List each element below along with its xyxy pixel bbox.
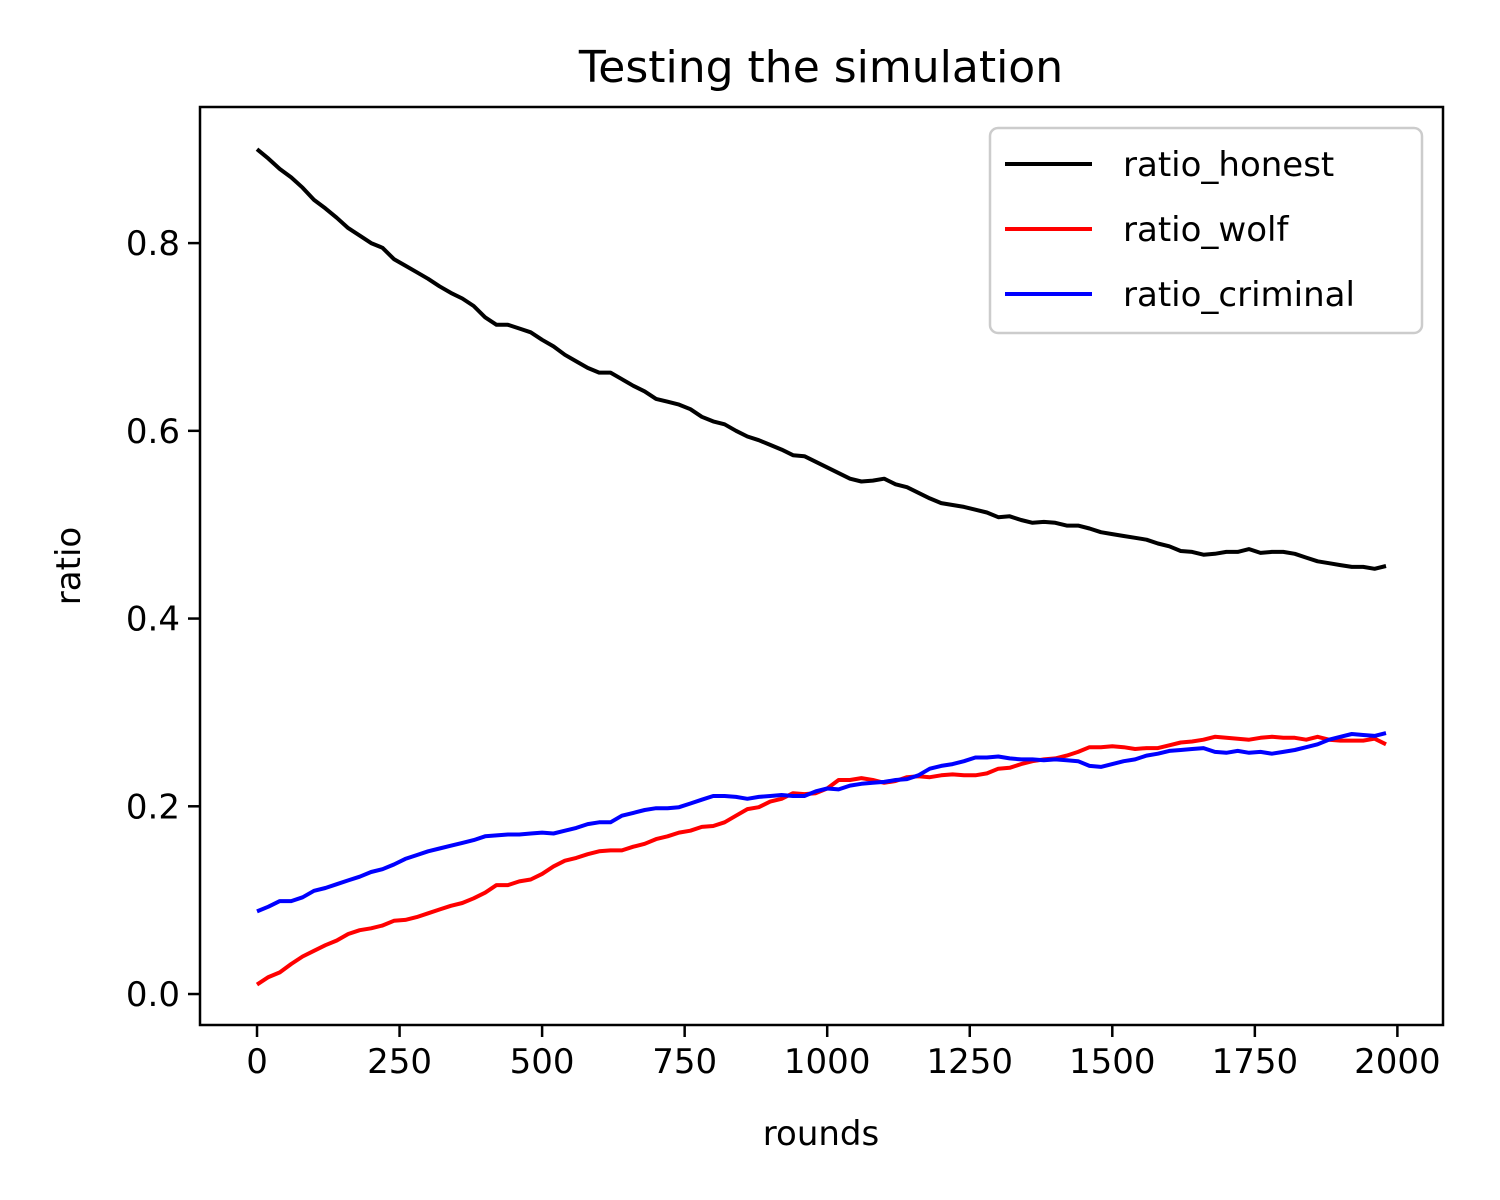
x-tick-label: 750 — [652, 1042, 717, 1082]
legend-label-ratio-wolf: ratio_wolf — [1123, 210, 1289, 250]
y-tick-label: 0.6 — [126, 412, 180, 452]
legend-label-ratio-criminal: ratio_criminal — [1123, 275, 1355, 315]
legend: ratio_honest ratio_wolf ratio_criminal — [988, 126, 1424, 335]
y-tick-label: 0.8 — [126, 224, 180, 264]
x-axis: 0 250 500 750 1000 1250 1500 1750 2000 — [246, 1025, 1441, 1082]
series-line-ratio-criminal — [256, 731, 1387, 914]
plot-area — [255, 147, 1387, 987]
x-tick-label: 1250 — [926, 1042, 1013, 1082]
y-tick-label: 0.0 — [126, 975, 180, 1015]
x-tick-label: 250 — [367, 1042, 432, 1082]
plot-frame — [198, 105, 1445, 1027]
series-line-ratio-wolf — [255, 734, 1387, 987]
y-axis: 0.0 0.2 0.4 0.6 0.8 — [126, 224, 200, 1015]
x-tick-label: 500 — [510, 1042, 575, 1082]
y-tick-label: 0.2 — [126, 787, 180, 827]
y-axis-label: ratio — [49, 527, 89, 605]
chart-title: Testing the simulation — [578, 42, 1063, 93]
series-line-ratio-honest — [255, 147, 1387, 571]
x-tick-label: 2000 — [1354, 1042, 1441, 1082]
x-tick-label: 1750 — [1212, 1042, 1299, 1082]
x-tick-label: 1000 — [784, 1042, 871, 1082]
legend-label-ratio-honest: ratio_honest — [1123, 145, 1334, 185]
y-tick-label: 0.4 — [126, 600, 180, 640]
x-tick-label: 0 — [246, 1042, 268, 1082]
x-axis-label: rounds — [763, 1114, 879, 1154]
legend-box — [988, 126, 1424, 335]
x-tick-label: 1500 — [1069, 1042, 1156, 1082]
